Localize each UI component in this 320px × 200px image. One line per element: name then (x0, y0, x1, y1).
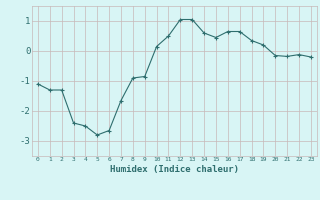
X-axis label: Humidex (Indice chaleur): Humidex (Indice chaleur) (110, 165, 239, 174)
